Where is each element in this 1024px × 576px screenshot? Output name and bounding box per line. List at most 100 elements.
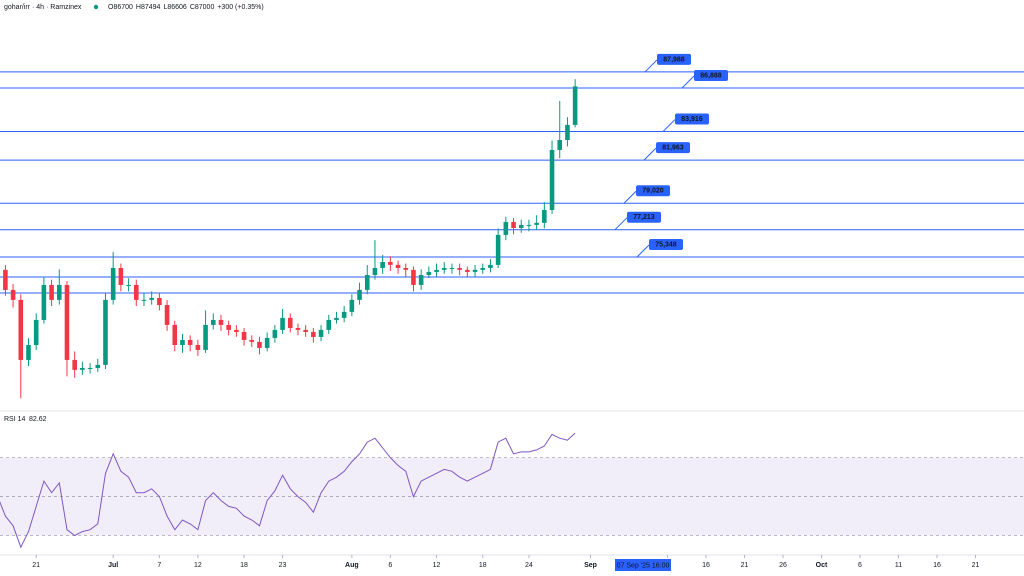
ohlc-value: C87000 — [190, 4, 215, 11]
level-label: 86,888 — [700, 72, 722, 79]
x-tick-label: 21 — [972, 562, 980, 569]
level-label-box — [636, 185, 670, 197]
candle-body — [542, 209, 547, 223]
x-tick-label: 21 — [32, 562, 40, 569]
candle-body — [257, 341, 262, 348]
candle-body — [488, 264, 493, 268]
level-connector — [614, 217, 628, 231]
candle-body — [264, 337, 270, 348]
level-connector — [644, 59, 658, 73]
x-tick-label: 26 — [779, 562, 787, 569]
x-tick-label: 16 — [933, 562, 941, 569]
candle-body — [480, 267, 486, 270]
candle-body — [411, 269, 416, 285]
candle-body — [226, 324, 231, 330]
ohlc-value: L86606 — [163, 4, 186, 11]
level-label-box — [627, 211, 661, 223]
candle-body — [157, 297, 162, 306]
x-tick-label: Oct — [816, 562, 828, 569]
candle-body — [434, 269, 439, 272]
candle-body — [326, 319, 332, 330]
candle-body — [341, 311, 347, 318]
candle-body — [26, 344, 31, 360]
level-label: 83,916 — [681, 116, 703, 123]
candle-body — [372, 267, 378, 275]
candle-body — [280, 317, 285, 330]
x-tick-label: 7 — [157, 562, 161, 569]
level-label: 79,020 — [642, 188, 664, 195]
candle-body — [380, 261, 385, 268]
candle-body — [164, 305, 170, 325]
candle-body — [349, 299, 355, 312]
level-connector — [681, 75, 695, 89]
candle-body — [241, 331, 247, 341]
x-tick-label: 12 — [194, 562, 202, 569]
level-label: 87,988 — [663, 56, 685, 63]
candle-body — [364, 274, 370, 290]
candle-body — [56, 284, 62, 300]
x-tick-label: 18 — [479, 562, 487, 569]
level-label: 75,348 — [655, 241, 677, 248]
level-label: 81,963 — [662, 144, 684, 151]
candle-body — [465, 269, 470, 272]
candle-body — [572, 86, 578, 125]
level-connector — [636, 244, 650, 258]
rsi-line — [0, 432, 576, 549]
ohlc-value: +300 (+0.35%) — [217, 4, 263, 11]
candle-body — [41, 284, 47, 320]
rsi-title: RSI 14 — [4, 416, 26, 423]
candle-body — [565, 124, 570, 140]
level-label-box — [657, 53, 691, 65]
chart-title: gohar/irr · 4h · Ramzinex — [4, 4, 82, 11]
x-tick-label: Sep — [584, 562, 597, 569]
candle-body — [187, 340, 193, 345]
candle-body — [126, 284, 131, 286]
candle-body — [395, 264, 401, 268]
x-tick-label: 21 — [741, 562, 749, 569]
level-connector — [643, 147, 657, 161]
rsi-value: 82.62 — [29, 416, 47, 423]
candle-body — [149, 297, 154, 300]
candle-body — [334, 317, 339, 320]
candle-body — [449, 267, 455, 269]
candle-body — [141, 299, 147, 301]
candle-body — [534, 222, 539, 225]
candle-body — [80, 367, 85, 370]
candle-body — [457, 267, 462, 270]
x-tick-label: 23 — [279, 562, 287, 569]
candle-body — [10, 289, 16, 300]
x-tick-label: Jul — [108, 562, 118, 569]
level-label-box — [675, 113, 709, 125]
candle-body — [511, 221, 516, 228]
candle-body — [110, 267, 116, 300]
candle-body — [495, 234, 501, 265]
level-connector — [662, 119, 676, 132]
candle-body — [287, 317, 293, 328]
x-tick-label: Aug — [345, 562, 359, 569]
candle-body — [172, 324, 178, 345]
candle-body — [87, 367, 93, 369]
candle-body — [557, 139, 563, 150]
candle-body — [295, 328, 301, 330]
x-tick-label: 18 — [240, 562, 248, 569]
x-tick-label: 6 — [858, 562, 862, 569]
candle-body — [218, 319, 224, 325]
candle-body — [33, 319, 39, 345]
candle-body — [180, 340, 185, 345]
x-tick-label: 24 — [525, 562, 533, 569]
candle-body — [195, 344, 201, 350]
candle-body — [426, 271, 432, 275]
x-tick-label: 6 — [388, 562, 392, 569]
level-label-box — [656, 142, 690, 154]
level-label: 77,213 — [633, 214, 655, 221]
candle-body — [549, 149, 555, 210]
candle-body — [18, 299, 24, 360]
candle-body — [249, 340, 255, 342]
ohlc-value: H87494 — [136, 4, 161, 11]
candle-body — [133, 284, 139, 300]
candle-body — [210, 319, 216, 325]
candle-body — [203, 324, 208, 350]
candle-body — [503, 221, 509, 235]
candle-body — [64, 284, 70, 360]
candle-body — [3, 269, 8, 290]
